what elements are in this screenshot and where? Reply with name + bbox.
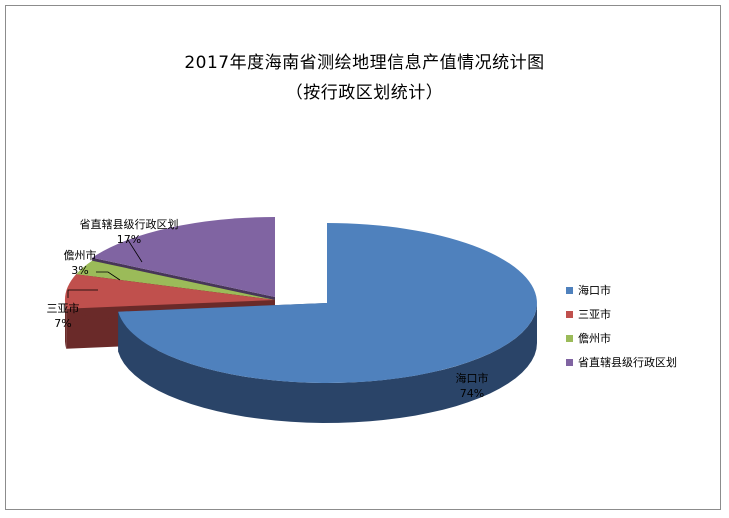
pie-slice-top-province-county xyxy=(92,217,275,297)
chart-title: 2017年度海南省测绘地理信息产值情况统计图 xyxy=(184,53,545,73)
data-label-name-province-county: 省直辖县级行政区划 xyxy=(80,217,179,231)
legend-swatch-haikou xyxy=(566,286,573,294)
data-label-value-province-county: 17% xyxy=(117,233,141,246)
legend-label-province-county: 省直辖县级行政区划 xyxy=(578,356,677,369)
legend-item-province-county: 省直辖县级行政区划 xyxy=(566,350,677,374)
legend-item-danzhou: 儋州市 xyxy=(566,326,677,350)
legend-swatch-danzhou xyxy=(566,334,573,342)
data-label-name-haikou: 海口市 xyxy=(456,371,489,385)
data-label-name-danzhou: 儋州市 xyxy=(64,248,97,262)
data-label-value-sanya: 7% xyxy=(54,317,71,330)
pie-slice-top-danzhou xyxy=(76,260,275,300)
leader-line-province-county xyxy=(127,239,143,263)
legend-swatch-province-county xyxy=(566,358,573,366)
legend-swatch-sanya xyxy=(566,310,573,318)
legend-label-haikou: 海口市 xyxy=(578,284,611,297)
legend-item-haikou: 海口市 xyxy=(566,278,677,302)
data-label-value-haikou: 74% xyxy=(460,387,484,400)
legend-label-danzhou: 儋州市 xyxy=(578,332,611,345)
pie-slice-wall-haikou xyxy=(118,303,537,423)
data-label-value-danzhou: 3% xyxy=(71,264,88,277)
leader-line-sanya xyxy=(67,289,98,298)
chart-subtitle: （按行政区划统计） xyxy=(285,83,444,103)
legend-label-sanya: 三亚市 xyxy=(578,308,611,321)
leader-line-danzhou xyxy=(96,271,121,281)
pie-slice-wall-sanya xyxy=(65,300,67,349)
data-label-name-sanya: 三亚市 xyxy=(47,301,80,315)
pie-slice-haikou xyxy=(118,223,537,423)
chart-legend: 海口市 三亚市 儋州市 省直辖县级行政区划 xyxy=(566,278,677,374)
pie-slice-top-haikou xyxy=(118,223,537,383)
legend-item-sanya: 三亚市 xyxy=(566,302,677,326)
pie-slice-top-sanya xyxy=(64,274,275,309)
